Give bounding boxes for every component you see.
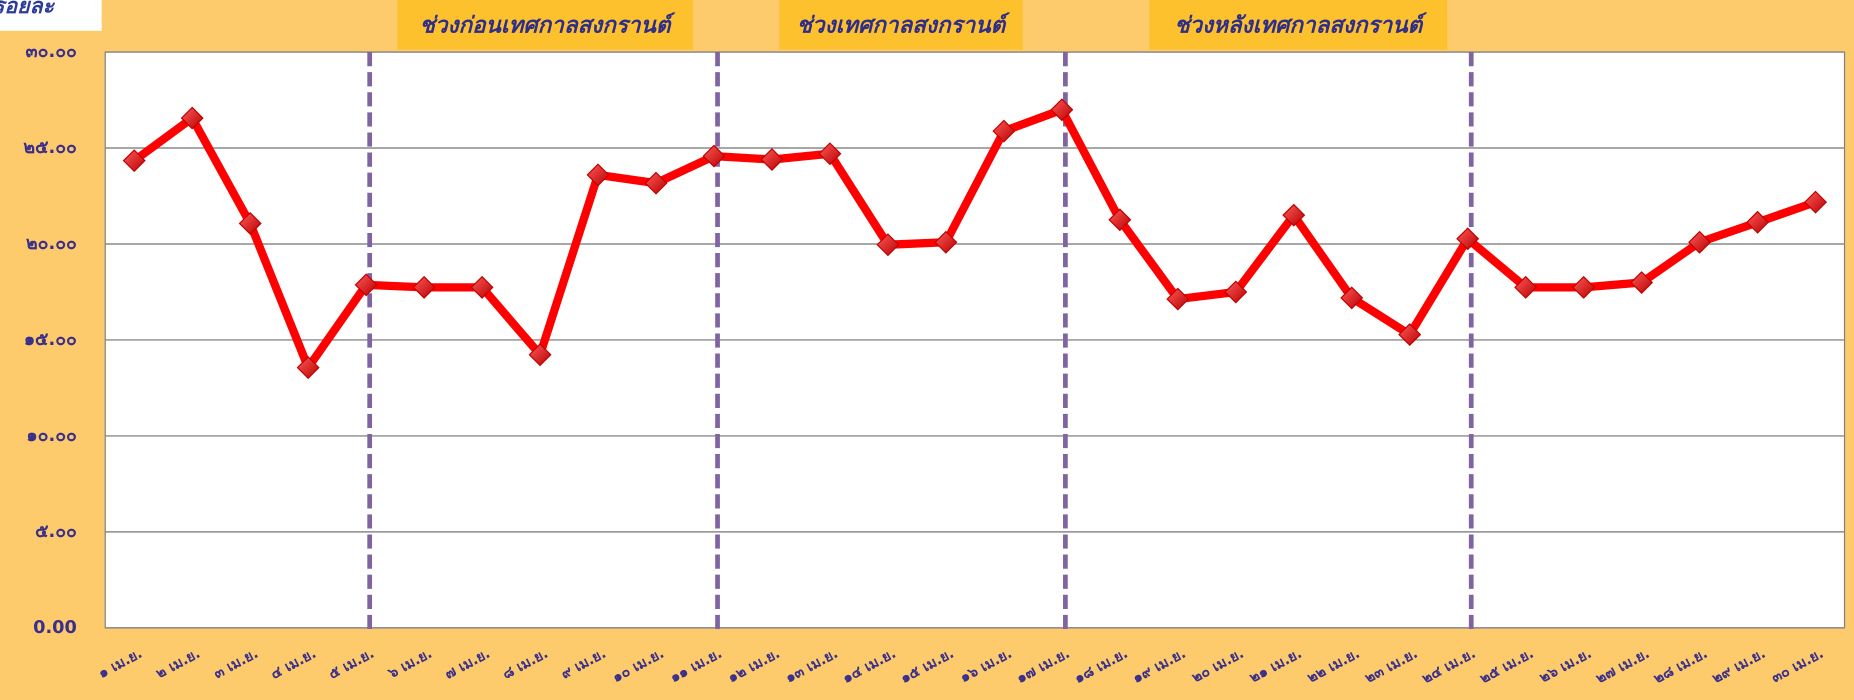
- data-marker: [1166, 287, 1190, 311]
- x-tick-label: ๒๕ เม.ย.: [1478, 646, 1537, 687]
- chart-title: ร้อยละ: [0, 0, 56, 19]
- data-marker: [1456, 227, 1480, 251]
- data-marker: [1514, 275, 1538, 299]
- data-marker: [992, 119, 1016, 143]
- data-marker: [1282, 203, 1306, 227]
- x-tick-label: ๑๙ เม.ย.: [1130, 646, 1188, 687]
- data-marker: [296, 356, 320, 380]
- x-tick-label: ๓ เม.ย.: [211, 646, 261, 683]
- data-marker: [1224, 280, 1248, 304]
- data-marker: [1630, 271, 1654, 295]
- x-tick-label: ๙ เม.ย.: [558, 646, 608, 683]
- x-tick-label: ๗ เม.ย.: [442, 646, 493, 683]
- y-tick-label: ๓๐.๐๐: [26, 42, 77, 62]
- data-marker: [1108, 208, 1132, 232]
- annotation: ช่วงก่อนเทศกาลสงกรานต์: [420, 12, 676, 39]
- data-marker: [1804, 190, 1828, 214]
- x-tick-label: ๒๑ เม.ย.: [1247, 646, 1304, 687]
- data-marker: [528, 343, 552, 367]
- x-tick-label: ๑๗ เม.ย.: [1014, 646, 1073, 687]
- x-tick-label: ๑๖ เม.ย.: [958, 646, 1015, 687]
- x-tick-label: ๒๐ เม.ย.: [1190, 646, 1247, 687]
- annotation: ช่วงเทศกาลสงกรานต์: [797, 12, 1010, 39]
- title-box: [0, 0, 102, 31]
- y-tick-label: ๑๕.๐๐: [24, 330, 77, 350]
- x-tick-label: ๒๒ เม.ย.: [1305, 646, 1363, 687]
- data-marker: [876, 233, 900, 257]
- annotation: ช่วงหลังเทศกาลสงกรานต์: [1174, 12, 1427, 39]
- x-tick-label: ๒๘ เม.ย.: [1651, 646, 1710, 688]
- data-marker: [412, 275, 436, 299]
- data-marker: [644, 171, 668, 195]
- x-tick-label: ๒๗ เม.ย.: [1594, 646, 1653, 687]
- data-marker: [760, 148, 784, 172]
- data-marker: [818, 142, 842, 166]
- x-tick-label: ๕ เม.ย.: [326, 646, 377, 683]
- x-tick-label: ๑๑ เม.ย.: [668, 646, 725, 687]
- x-tick-label: ๑๐ เม.ย.: [610, 646, 667, 686]
- data-marker: [1688, 230, 1712, 254]
- data-marker: [122, 149, 146, 173]
- data-marker: [1398, 323, 1422, 347]
- x-tick-label: ๖ เม.ย.: [385, 646, 435, 683]
- data-marker: [354, 273, 378, 297]
- x-tick-label: ๑๒ เม.ย.: [725, 646, 782, 687]
- data-marker: [702, 144, 726, 168]
- data-marker: [1050, 98, 1074, 122]
- x-tick-label: ๔ เม.ย.: [268, 646, 319, 683]
- annotation-box: [779, 0, 1023, 50]
- data-marker: [470, 275, 494, 299]
- x-tick-label: ๒๓ เม.ย.: [1363, 646, 1421, 687]
- data-marker: [934, 230, 958, 254]
- y-tick-label: 0.00: [33, 618, 77, 638]
- data-marker: [1746, 210, 1770, 234]
- data-marker: [1572, 275, 1596, 299]
- x-tick-label: ๑๔ เม.ย.: [840, 646, 899, 687]
- x-tick-label: ๒ เม.ย.: [154, 646, 203, 682]
- x-tick-label: ๑๓ เม.ย.: [783, 646, 841, 687]
- x-tick-label: ๒๔ เม.ย.: [1420, 646, 1479, 687]
- y-tick-label: ๒๕.๐๐: [23, 138, 76, 158]
- annotation-box: [397, 0, 693, 50]
- x-tick-label: ๓๐ เม.ย.: [1769, 646, 1826, 687]
- x-tick-label: ๒๙ เม.ย.: [1710, 646, 1769, 687]
- x-tick-label: ๘ เม.ย.: [500, 646, 551, 683]
- y-tick-label: ๒๐.๐๐: [26, 234, 77, 254]
- x-tick-label: ๑๘ เม.ย.: [1072, 646, 1131, 687]
- data-marker: [1340, 286, 1364, 310]
- y-tick-label: ๑๐.๐๐: [26, 426, 76, 446]
- data-marker: [238, 211, 262, 235]
- data-marker: [586, 163, 610, 187]
- y-tick-label: ๕.๐๐: [35, 522, 77, 542]
- x-tick-label: ๒๖ เม.ย.: [1537, 646, 1594, 687]
- annotation-box: [1149, 0, 1448, 50]
- x-tick-label: ๑ เม.ย.: [96, 646, 145, 682]
- x-tick-label: ๑๕ เม.ย.: [898, 646, 957, 687]
- data-marker: [180, 106, 204, 130]
